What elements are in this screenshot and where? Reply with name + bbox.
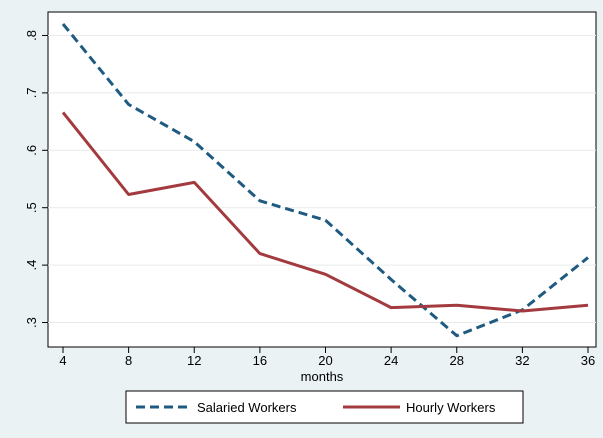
- y-tick-label: .3: [24, 317, 39, 328]
- legend: Salaried Workers Hourly Workers: [125, 390, 524, 424]
- legend-box: [125, 390, 524, 424]
- x-tick-label: 4: [59, 353, 66, 368]
- y-tick-label: .4: [24, 260, 39, 271]
- series-lines: [61, 23, 589, 338]
- y-tick-label: .5: [24, 202, 39, 213]
- plot-area: [47, 11, 597, 348]
- y-tick-label: .6: [24, 145, 39, 156]
- y-tick-label: .8: [24, 30, 39, 41]
- x-tick-label: 16: [253, 353, 267, 368]
- x-tick-label: 28: [450, 353, 464, 368]
- x-tick-label: 12: [187, 353, 201, 368]
- x-tick-label: 36: [581, 353, 595, 368]
- x-axis-title: months: [301, 369, 344, 384]
- series-line-hourly-workers: [61, 111, 589, 313]
- x-tick-label: 20: [318, 353, 332, 368]
- x-tick-label: 8: [125, 353, 132, 368]
- legend-label: Hourly Workers: [406, 400, 496, 415]
- legend-label: Salaried Workers: [197, 400, 297, 415]
- axes: .3 .4 .5 .6 .7 .8 4 8 12 16 20 24 28 32 36: [24, 30, 595, 368]
- series-line-salaried-workers: [61, 23, 589, 338]
- x-tick-label: 24: [384, 353, 398, 368]
- gridlines: [48, 34, 596, 324]
- x-tick-label: 32: [515, 353, 529, 368]
- y-tick-label: .7: [24, 87, 39, 98]
